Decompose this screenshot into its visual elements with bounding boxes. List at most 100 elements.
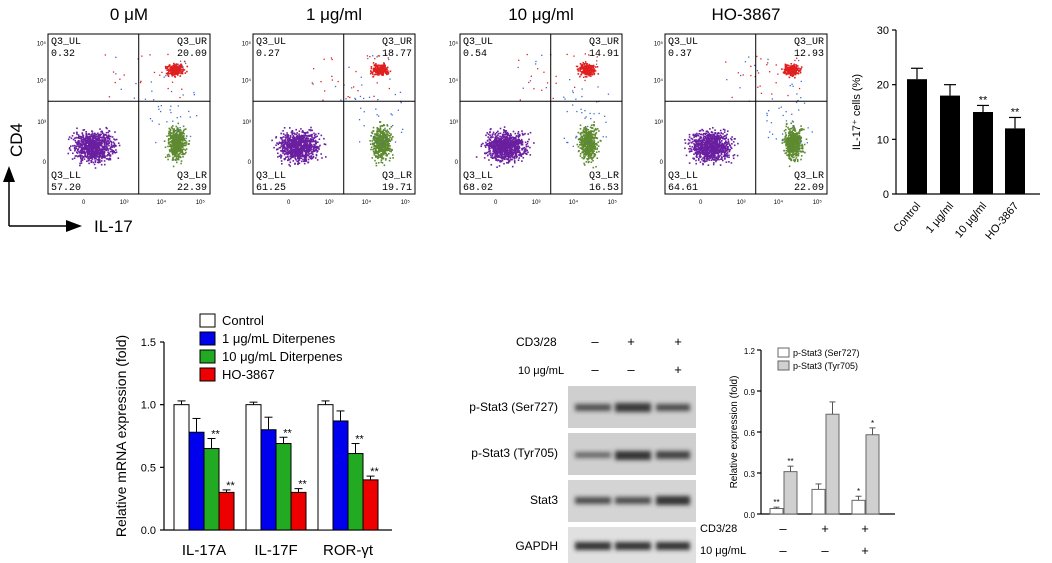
flow-dot bbox=[308, 153, 310, 155]
flow-dot bbox=[595, 142, 598, 145]
flow-dot bbox=[503, 157, 506, 159]
flow-dot bbox=[170, 70, 172, 72]
flow-dot bbox=[174, 70, 177, 73]
flow-dot bbox=[311, 153, 314, 156]
flow-dot bbox=[381, 125, 383, 127]
flow-dot bbox=[514, 146, 516, 149]
flow-dot bbox=[100, 152, 102, 155]
flow-dot bbox=[97, 136, 99, 138]
flow-dot bbox=[100, 156, 103, 159]
flow-dot bbox=[316, 135, 318, 138]
flow-dot bbox=[372, 55, 374, 57]
flow-dot bbox=[380, 156, 383, 159]
flow-dot bbox=[386, 145, 389, 148]
flow-panel: 10 μg/mlQ3_UL0.54Q3_UR14.91Q3_LL68.02Q3_… bbox=[449, 5, 623, 206]
flow-dot bbox=[579, 147, 582, 149]
flow-dot bbox=[587, 129, 590, 131]
flow-dot bbox=[175, 143, 178, 146]
flow-dot bbox=[95, 144, 98, 146]
flow-dot bbox=[387, 141, 389, 143]
flow-dot bbox=[587, 151, 589, 154]
flow-dot bbox=[489, 139, 492, 142]
flow-dot bbox=[178, 152, 181, 155]
flow-dot bbox=[110, 141, 113, 143]
flow-dot bbox=[173, 63, 176, 66]
flow-dot bbox=[86, 145, 89, 148]
flow-dot bbox=[592, 65, 595, 68]
flow-dot bbox=[495, 151, 497, 153]
flow-dot bbox=[294, 145, 297, 147]
flow-dot bbox=[378, 64, 380, 67]
flow-dot bbox=[312, 148, 315, 150]
flow-dot bbox=[281, 148, 284, 151]
flow-dot bbox=[527, 151, 529, 154]
flow-dot bbox=[487, 145, 490, 147]
flow-dot bbox=[296, 136, 299, 138]
flow-dot bbox=[276, 142, 278, 144]
flow-dot bbox=[580, 140, 583, 143]
flow-dot bbox=[88, 133, 91, 136]
flow-dot bbox=[385, 72, 388, 74]
flow-dot bbox=[354, 97, 356, 100]
flow-dot bbox=[592, 137, 595, 139]
flow-dot bbox=[157, 105, 160, 108]
flow-dot bbox=[595, 151, 598, 153]
flow-dot bbox=[290, 140, 292, 142]
flow-dot bbox=[495, 131, 498, 134]
flow-dot bbox=[106, 137, 109, 139]
flow-dot bbox=[596, 147, 598, 150]
flow-dot bbox=[282, 136, 285, 138]
flow-dot bbox=[496, 159, 499, 161]
flow-dot bbox=[185, 148, 188, 150]
flow-dot bbox=[88, 142, 91, 144]
flow-dot bbox=[297, 157, 299, 160]
flow-dot bbox=[309, 149, 312, 152]
flow-dot bbox=[177, 135, 180, 138]
flow-dot bbox=[182, 140, 184, 142]
flow-dot bbox=[301, 145, 304, 147]
flow-dot bbox=[386, 129, 389, 131]
flow-dot bbox=[584, 138, 587, 141]
flow-dot bbox=[499, 160, 501, 162]
flow-dot bbox=[73, 132, 75, 134]
flow-dot bbox=[380, 142, 382, 144]
flow-dot bbox=[586, 140, 588, 142]
flow-dot bbox=[515, 154, 518, 157]
flow-dot bbox=[376, 151, 379, 154]
flow-dot bbox=[496, 142, 499, 144]
flow-dot bbox=[374, 67, 377, 69]
flow-dot bbox=[583, 150, 586, 153]
flow-dot bbox=[168, 70, 170, 72]
flow-dot bbox=[92, 136, 94, 139]
flow-dot bbox=[94, 155, 97, 158]
flow-dot bbox=[378, 150, 380, 152]
flow-dot bbox=[380, 71, 382, 73]
flow-dot bbox=[100, 163, 103, 166]
flow-dot bbox=[502, 140, 505, 142]
flow-dot bbox=[587, 155, 589, 158]
flow-dot bbox=[316, 150, 319, 152]
flow-dot bbox=[291, 153, 294, 156]
flow-dot bbox=[89, 144, 91, 147]
flow-dot bbox=[295, 137, 298, 140]
flow-dot bbox=[505, 141, 507, 144]
flow-dot bbox=[285, 156, 287, 158]
flow-dot bbox=[306, 149, 308, 151]
flow-dot bbox=[298, 153, 300, 156]
flow-dot bbox=[297, 147, 300, 149]
flow-dot bbox=[99, 154, 101, 156]
flow-dot bbox=[166, 154, 169, 156]
flow-dot bbox=[287, 136, 289, 138]
flow-dot bbox=[109, 150, 112, 153]
flow-dot bbox=[107, 140, 110, 142]
flow-dot bbox=[90, 140, 93, 142]
flow-dot bbox=[175, 157, 178, 160]
flow-x-tick-label: 10⁴ bbox=[362, 199, 372, 206]
flow-dot bbox=[493, 149, 496, 152]
flow-dot bbox=[308, 156, 311, 158]
flow-dot bbox=[507, 134, 510, 136]
flow-dot bbox=[503, 129, 505, 131]
flow-dot bbox=[504, 147, 506, 150]
flow-dot bbox=[294, 155, 297, 158]
flow-dot bbox=[99, 134, 102, 137]
